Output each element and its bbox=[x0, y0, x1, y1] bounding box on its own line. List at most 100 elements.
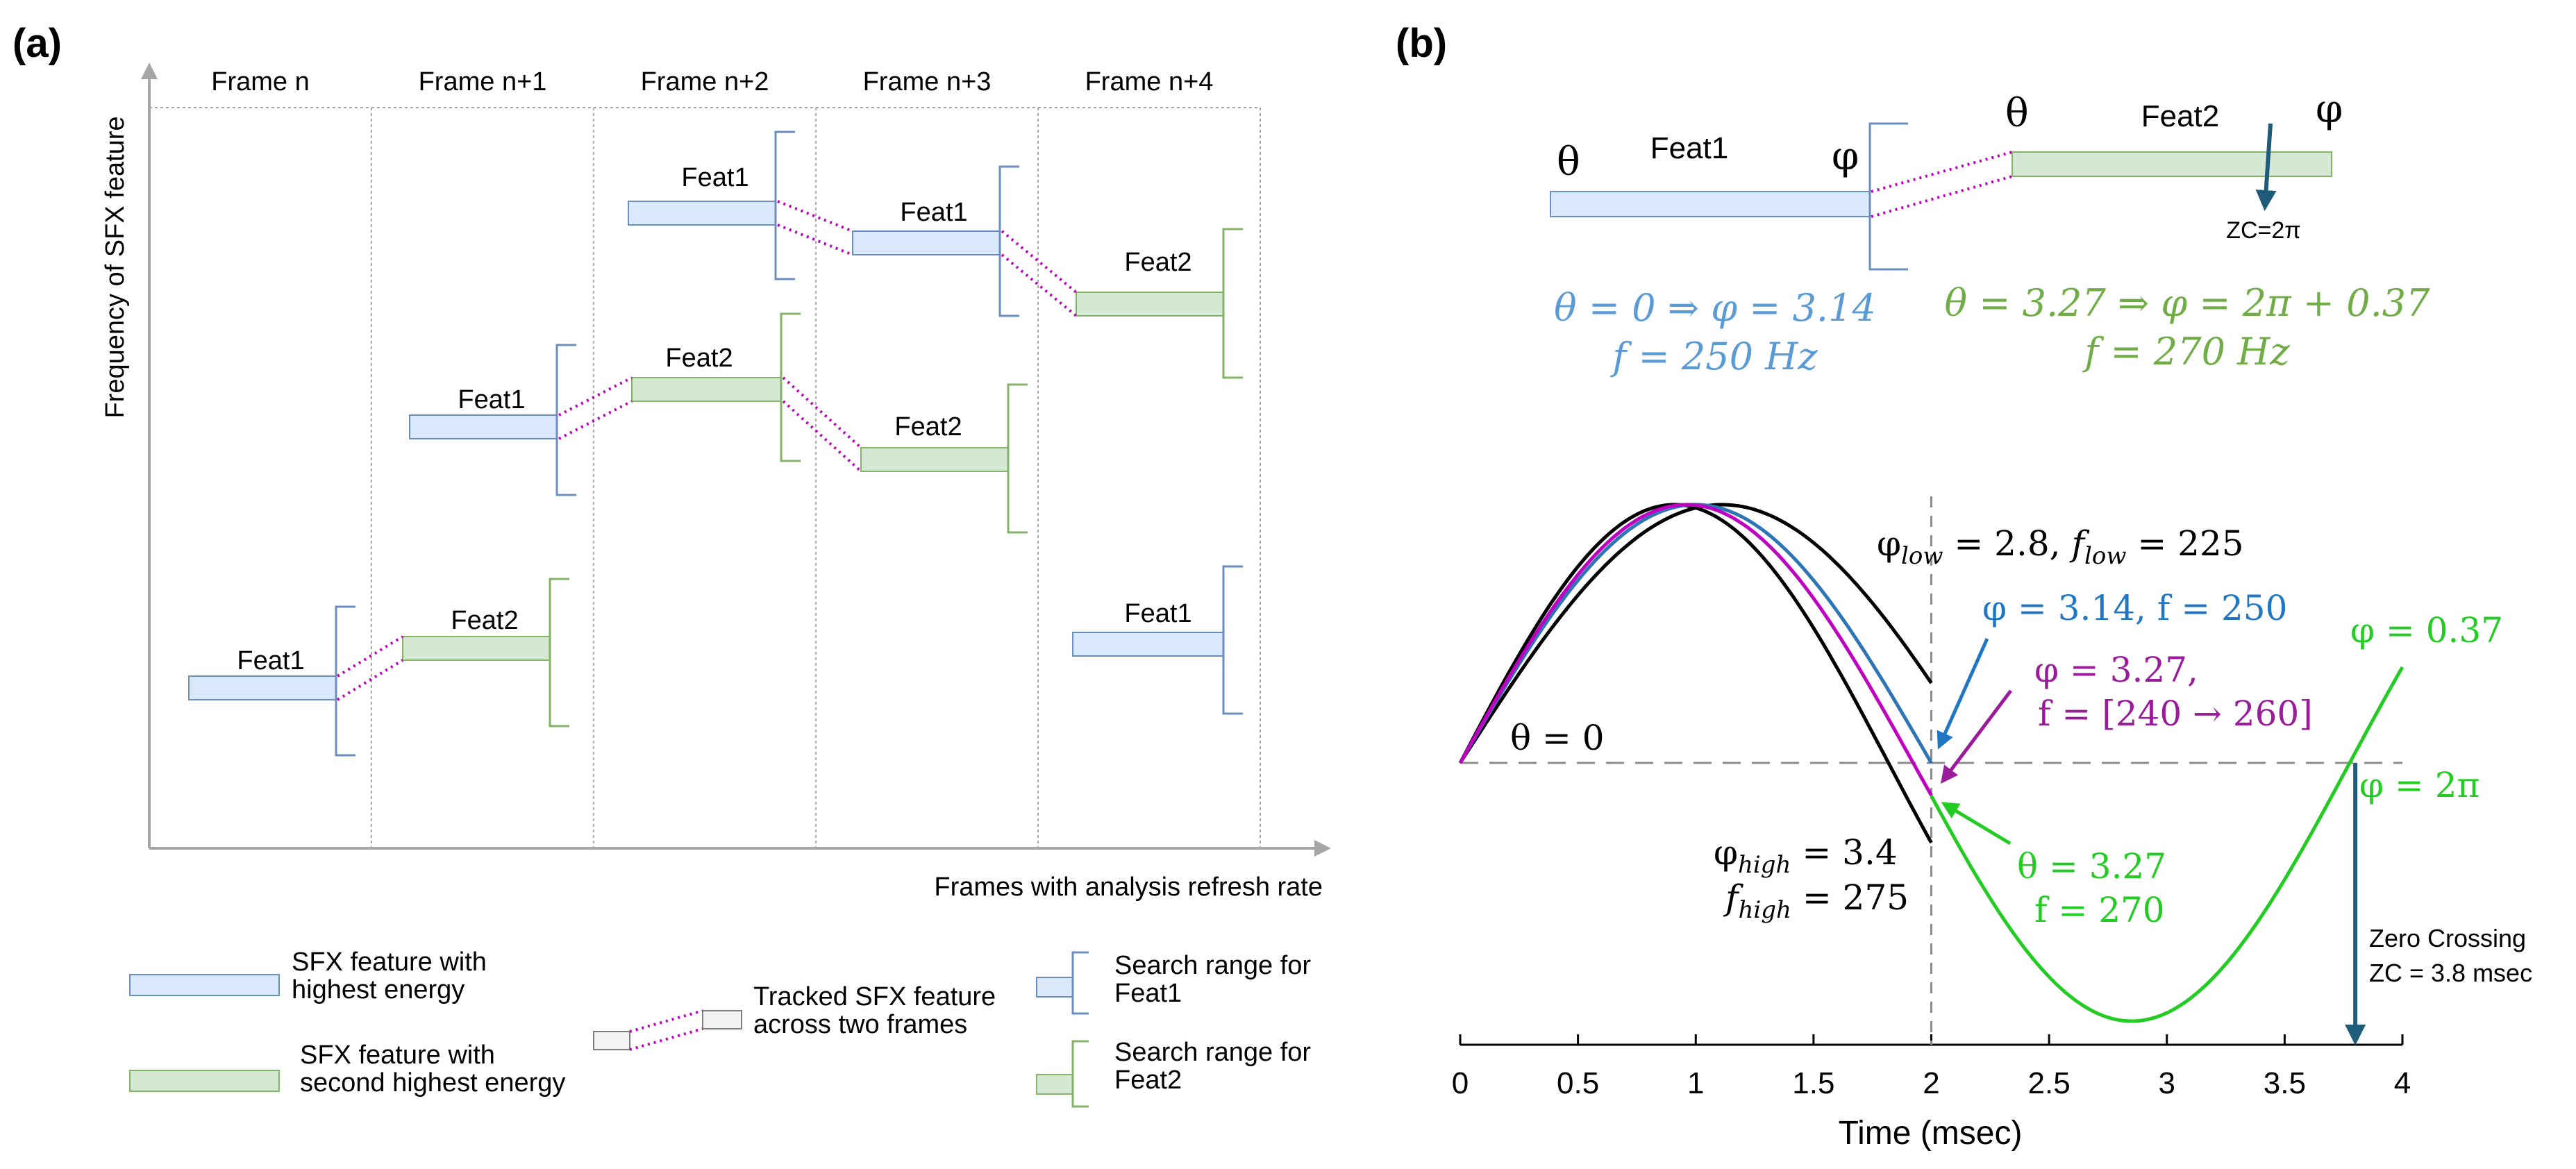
legend-range-feat2-line1: Search range for bbox=[1114, 1038, 1311, 1067]
magenta-annotation-line1: φ = 3.27, bbox=[2034, 650, 2198, 690]
zero-crossing-line2: ZC = 3.8 msec bbox=[2369, 959, 2532, 987]
x-axis-label: Frames with analysis refresh rate bbox=[934, 873, 1323, 902]
blue-eq-line1: θ = 0 ⇒ φ = 3.14 bbox=[1554, 286, 1876, 330]
search-range-feat1 bbox=[335, 605, 356, 757]
feat2-label: Feat2 bbox=[1124, 248, 1191, 277]
panel-b-label: (b) bbox=[1396, 21, 1447, 66]
top-phi-right: φ bbox=[2316, 87, 2343, 132]
legend-tracked-connector bbox=[629, 1009, 703, 1033]
x-tick-label: 3 bbox=[2159, 1066, 2175, 1100]
legend-range-feat1-line2: Feat1 bbox=[1114, 979, 1182, 1008]
panel-a-label: (a) bbox=[12, 21, 62, 66]
top-feat1-label: Feat1 bbox=[1650, 131, 1729, 165]
phi-high-annotation: φhigh = 3.4 bbox=[1714, 832, 1898, 879]
top-feat2-label: Feat2 bbox=[2141, 99, 2220, 133]
legend-range-feat2-swatch bbox=[1036, 1074, 1073, 1095]
curve-green bbox=[1930, 666, 2404, 1023]
zc-arrow-top bbox=[2255, 123, 2277, 211]
blue-annotation: φ = 3.14, f = 250 bbox=[1982, 588, 2287, 628]
legend-range-feat1-bracket bbox=[1071, 951, 1089, 1015]
panel-a: (a) Frequency of SFX feature Frames with… bbox=[12, 21, 1331, 1108]
legend-tracked-box-b bbox=[702, 1010, 742, 1029]
legend-swatch-second bbox=[129, 1070, 280, 1092]
blue-eq-line2: f = 250 Hz bbox=[1609, 335, 1818, 378]
feat1-label: Feat1 bbox=[1124, 599, 1191, 628]
plot-x-label: Time (msec) bbox=[1839, 1115, 2023, 1152]
frame-header: Frame n+3 bbox=[863, 67, 992, 96]
phi-037-annotation: φ = 0.37 bbox=[2350, 610, 2503, 650]
blue-arrow bbox=[1937, 637, 1989, 750]
search-range-feat2 bbox=[1007, 383, 1028, 534]
search-range-feat2 bbox=[549, 578, 569, 728]
feat2-bar bbox=[1076, 292, 1224, 317]
x-tick-label: 1.5 bbox=[1792, 1066, 1834, 1100]
top-theta-right: θ bbox=[2005, 91, 2029, 136]
curve-magenta bbox=[1458, 503, 1933, 796]
legend-tracked-line2: across two frames bbox=[753, 1010, 967, 1039]
feat1-label: Feat1 bbox=[237, 646, 304, 675]
top-phi-left: φ bbox=[1832, 134, 1859, 179]
green-annotation-line2: f = 270 bbox=[2034, 890, 2165, 930]
x-tick-label: 2 bbox=[1923, 1066, 1939, 1100]
x-tick-label: 2.5 bbox=[2028, 1066, 2071, 1100]
tracking-connectors bbox=[336, 200, 1078, 701]
f-high-annotation: fhigh = 275 bbox=[1723, 877, 1909, 924]
phi-low-annotation: φlow = 2.8, flow = 225 bbox=[1877, 523, 2244, 570]
x-ticks: 0 0.5 1 1.5 2 2.5 3 3.5 4 bbox=[1452, 1034, 2411, 1100]
search-range-feat2 bbox=[780, 312, 801, 462]
phi-2pi-annotation: φ = 2π bbox=[2359, 765, 2479, 805]
legend-range-feat1-line1: Search range for bbox=[1114, 951, 1311, 980]
legend-range-feat2-bracket bbox=[1071, 1040, 1089, 1108]
x-tick-label: 4 bbox=[2394, 1066, 2411, 1100]
top-tracking-connector bbox=[1871, 175, 2013, 218]
x-tick-label: 0 bbox=[1452, 1066, 1469, 1100]
legend-tracked-connector bbox=[629, 1027, 703, 1051]
green-annotation-line1: θ = 3.27 bbox=[2017, 846, 2166, 886]
y-axis-label: Frequency of SFX feature bbox=[101, 116, 130, 418]
feat1-bar bbox=[628, 201, 776, 226]
legend-range-feat2-line2: Feat2 bbox=[1114, 1066, 1182, 1095]
feat2-label: Feat2 bbox=[894, 412, 962, 441]
feat1-bar bbox=[409, 414, 558, 439]
search-range-feat2 bbox=[1222, 228, 1243, 379]
feat1-bar bbox=[188, 675, 337, 700]
magenta-annotation-line2: f = [240 → 260] bbox=[2038, 693, 2313, 734]
legend: SFX feature with highest energy SFX feat… bbox=[129, 948, 1311, 1108]
x-tick-label: 0.5 bbox=[1557, 1066, 1599, 1100]
legend-swatch-highest bbox=[129, 974, 280, 996]
feat2-label: Feat2 bbox=[451, 606, 518, 635]
legend-second-line1: SFX feature with bbox=[300, 1041, 495, 1070]
legend-highest-line1: SFX feature with bbox=[292, 948, 487, 977]
zero-crossing-line1: Zero Crossing bbox=[2369, 924, 2526, 952]
frame-header: Frame n+4 bbox=[1085, 67, 1214, 96]
top-tracking-connector bbox=[1871, 151, 2013, 193]
legend-second-line2: second highest energy bbox=[300, 1068, 565, 1097]
panel-b: (b) θ Feat1 φ θ Feat2 φ ZC=2π θ = 0 ⇒ φ … bbox=[1396, 21, 2532, 1152]
search-range-feat1 bbox=[555, 344, 576, 496]
x-tick-label: 3.5 bbox=[2264, 1066, 2306, 1100]
search-range-feat1 bbox=[1222, 565, 1243, 715]
zc-label-top: ZC=2π bbox=[2226, 217, 2301, 244]
x-tick-label: 1 bbox=[1687, 1066, 1704, 1100]
theta0-annotation: θ = 0 bbox=[1510, 718, 1605, 758]
top-feat1-bar bbox=[1550, 191, 1871, 217]
legend-highest-line2: highest energy bbox=[292, 975, 465, 1004]
green-eq-line1: θ = 3.27 ⇒ φ = 2π + 0.37 bbox=[1945, 281, 2431, 325]
feat1-label: Feat1 bbox=[458, 385, 525, 414]
legend-range-feat1-swatch bbox=[1036, 977, 1073, 998]
feat1-label: Feat1 bbox=[900, 198, 967, 227]
feat1-label: Feat1 bbox=[681, 163, 748, 192]
top-feat2-bar bbox=[2012, 151, 2332, 177]
search-range-feat1 bbox=[998, 165, 1019, 317]
green-arrow bbox=[1941, 802, 2012, 846]
feat2-bar bbox=[631, 377, 782, 402]
feat1-bar bbox=[852, 230, 1001, 255]
search-range-feat1 bbox=[774, 131, 795, 280]
frame-header: Frame n bbox=[211, 67, 309, 96]
frame-header: Frame n+1 bbox=[419, 67, 547, 96]
green-eq-line2: f = 270 Hz bbox=[2082, 330, 2290, 373]
feat2-bar bbox=[402, 636, 551, 661]
feat1-bar bbox=[1072, 632, 1224, 657]
top-search-bracket bbox=[1868, 122, 1908, 271]
